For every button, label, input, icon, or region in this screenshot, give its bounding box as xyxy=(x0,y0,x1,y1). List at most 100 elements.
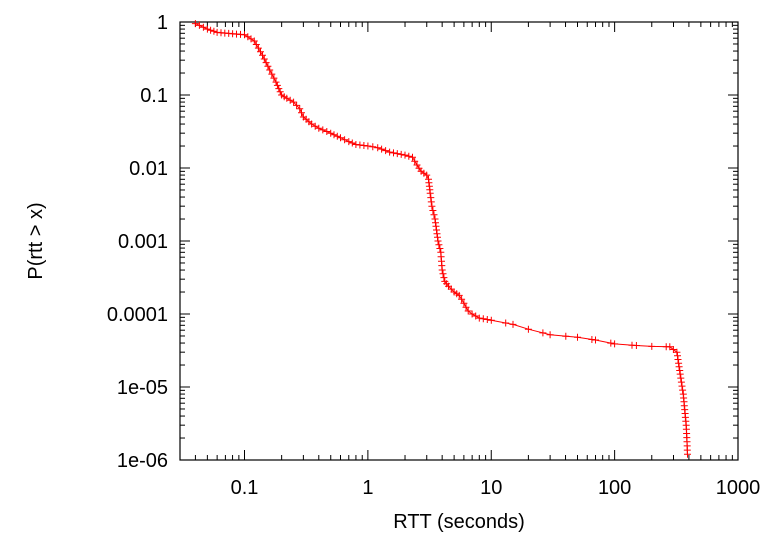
data-point-marker xyxy=(345,138,353,146)
data-series xyxy=(191,20,691,458)
y-tick-label: 1 xyxy=(157,12,168,34)
data-point-marker xyxy=(369,143,377,151)
data-point-marker xyxy=(679,386,687,394)
data-point-marker xyxy=(428,202,436,210)
data-point-marker xyxy=(311,122,319,130)
data-point-marker xyxy=(439,270,447,278)
data-point-marker xyxy=(315,124,323,132)
data-point-marker xyxy=(455,291,463,299)
data-point-marker xyxy=(632,342,640,349)
data-point-marker xyxy=(199,23,207,31)
data-point-marker xyxy=(264,62,272,70)
data-point-marker xyxy=(684,450,691,458)
data-point-marker xyxy=(254,44,262,52)
data-point-marker xyxy=(319,126,327,134)
data-point-marker xyxy=(266,66,274,74)
x-tick-label: 1 xyxy=(362,477,373,499)
data-point-marker xyxy=(268,70,276,78)
data-point-marker xyxy=(430,211,438,219)
data-point-marker xyxy=(296,105,304,113)
data-point-marker xyxy=(195,21,203,29)
data-point-marker xyxy=(259,51,266,59)
data-point-marker xyxy=(390,149,397,157)
x-tick-label: 10 xyxy=(480,477,502,499)
data-point-marker xyxy=(674,356,682,363)
x-tick-label: 1000 xyxy=(716,477,761,499)
data-point-marker xyxy=(483,316,491,323)
data-point-marker xyxy=(592,336,599,344)
data-point-marker xyxy=(207,26,215,34)
data-point-marker xyxy=(275,85,283,93)
plot-frame xyxy=(179,21,739,461)
data-point-marker xyxy=(405,152,413,160)
data-point-marker xyxy=(257,48,264,56)
data-point-marker xyxy=(648,342,656,350)
data-point-marker xyxy=(487,316,495,324)
data-point-marker xyxy=(290,98,298,106)
data-point-marker xyxy=(393,150,401,158)
data-point-marker xyxy=(426,189,434,197)
data-point-marker xyxy=(611,340,619,348)
data-point-marker xyxy=(673,348,681,356)
data-point-marker xyxy=(574,333,581,341)
data-point-marker xyxy=(397,150,405,158)
data-point-marker xyxy=(427,198,435,206)
data-point-marker xyxy=(524,325,532,333)
data-point-marker xyxy=(607,339,615,347)
data-point-marker xyxy=(677,378,685,386)
data-point-marker xyxy=(327,129,335,137)
y-tick-label: 0.001 xyxy=(118,231,168,253)
data-point-marker xyxy=(276,88,284,96)
data-point-marker xyxy=(293,101,301,109)
data-point-marker xyxy=(203,25,211,33)
data-point-marker xyxy=(341,136,349,144)
data-point-marker xyxy=(677,374,685,382)
data-point-marker xyxy=(330,131,338,139)
data-point-marker xyxy=(458,295,466,303)
data-point-marker xyxy=(272,78,280,86)
x-tick-label: 0.1 xyxy=(231,477,259,499)
data-point-marker xyxy=(401,151,409,159)
data-point-marker xyxy=(562,332,570,340)
data-point-marker xyxy=(191,20,199,28)
data-point-marker xyxy=(436,245,444,252)
data-point-marker xyxy=(546,331,554,339)
data-point-marker xyxy=(409,153,416,161)
axis-tick-labels: 0.1 1 10 100 1000 1 0.1 0.01 0.001 0.0001 1e-05 1e-… xyxy=(107,12,760,499)
data-point-marker xyxy=(435,241,443,249)
data-point-marker xyxy=(475,314,483,322)
data-point-marker xyxy=(273,81,281,89)
data-point-marker xyxy=(323,128,331,135)
y-tick-label: 0.1 xyxy=(140,85,168,107)
data-point-marker xyxy=(348,139,356,147)
y-tick-label: 0.0001 xyxy=(107,304,168,326)
data-point-marker xyxy=(382,147,390,155)
data-point-marker xyxy=(675,363,683,371)
data-point-marker xyxy=(460,299,468,307)
data-point-marker xyxy=(270,74,278,82)
data-point-marker xyxy=(260,55,268,63)
data-point-marker xyxy=(411,157,419,165)
data-point-marker xyxy=(464,307,472,315)
data-point-marker xyxy=(429,207,437,214)
data-point-marker xyxy=(678,382,686,390)
data-point-marker xyxy=(333,132,341,140)
data-point-marker xyxy=(286,96,294,104)
y-tick-label: 1e-05 xyxy=(117,377,168,399)
data-point-marker xyxy=(298,109,305,117)
data-point-marker xyxy=(468,310,476,318)
data-point-marker xyxy=(374,144,382,152)
data-point-marker xyxy=(423,171,431,179)
data-point-marker xyxy=(462,303,470,311)
series-line xyxy=(195,23,688,455)
axis-ticks xyxy=(179,21,739,461)
x-tick-label: 100 xyxy=(598,477,631,499)
y-tick-label: 0.01 xyxy=(129,158,168,180)
data-point-marker xyxy=(434,237,442,245)
data-point-marker xyxy=(438,266,446,274)
data-point-marker xyxy=(252,41,260,48)
data-point-marker xyxy=(364,142,372,150)
data-point-marker xyxy=(666,343,674,351)
data-point-marker xyxy=(502,319,510,327)
